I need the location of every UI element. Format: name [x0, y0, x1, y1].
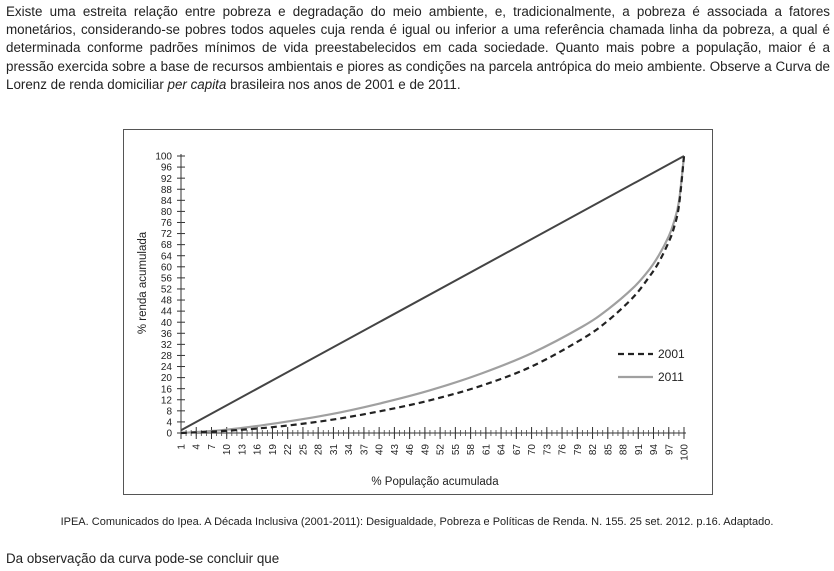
x-tick-label: 19 — [268, 444, 279, 456]
x-tick-label: 22 — [283, 444, 294, 456]
legend-label-2011: 2011 — [658, 370, 684, 384]
x-tick-label: 91 — [634, 444, 645, 456]
x-tick-label: 58 — [466, 444, 477, 456]
x-tick-label: 37 — [359, 444, 370, 456]
intro-text-emphasis: per capita — [167, 76, 227, 92]
x-tick-label: 55 — [451, 444, 462, 456]
intro-text-start: Existe uma estreita relação entre pobrez… — [6, 4, 830, 92]
x-tick-label: 52 — [436, 444, 447, 456]
x-tick-label: 76 — [558, 444, 569, 456]
series-2001-line — [180, 155, 686, 435]
y-tick-label: 96 — [161, 163, 173, 174]
y-tick-label: 60 — [161, 262, 173, 273]
x-tick-label: 85 — [603, 444, 614, 456]
x-tick-label: 64 — [497, 444, 508, 456]
y-tick-label: 32 — [161, 340, 173, 351]
y-tick-label: 76 — [161, 218, 173, 229]
y-tick-label: 92 — [161, 174, 173, 185]
x-axis-ticks: 1 4 7 10 13 16 19 22 25 28 31 34 37 40 43 46 49 52 55 58 61 6… — [177, 427, 691, 461]
x-tick-label: 67 — [512, 444, 523, 456]
x-tick-label: 97 — [664, 444, 675, 456]
x-tick-label: 46 — [405, 444, 416, 456]
x-tick-label: 88 — [619, 444, 630, 456]
x-tick-label: 7 — [207, 444, 218, 450]
x-tick-label: 28 — [314, 444, 325, 456]
x-axis-label: % População acumulada — [371, 476, 499, 488]
y-tick-label: 84 — [161, 196, 173, 207]
x-tick-label: 100 — [680, 444, 691, 461]
x-tick-label: 79 — [573, 444, 584, 456]
question-text: Da observação da curva pode-se concluir … — [6, 551, 280, 566]
x-tick-label: 61 — [481, 444, 492, 456]
intro-text-end: brasileira nos anos de 2001 e de 2011. — [226, 76, 461, 92]
y-tick-label: 64 — [161, 251, 173, 262]
series-2011-line — [180, 155, 686, 435]
y-tick-label: 36 — [161, 329, 173, 340]
intro-paragraph: Existe uma estreita relação entre pobrez… — [6, 3, 830, 94]
y-tick-label: 52 — [161, 285, 173, 296]
chart-series — [180, 155, 686, 435]
y-tick-label: 4 — [166, 418, 172, 429]
chart-legend: 2001 2011 — [618, 347, 685, 384]
x-tick-label: 13 — [237, 444, 248, 456]
x-tick-label: 31 — [329, 444, 340, 456]
y-tick-label: 80 — [161, 207, 173, 218]
y-tick-label: 20 — [161, 373, 173, 384]
y-tick-label: 44 — [161, 307, 173, 318]
y-tick-label: 8 — [166, 406, 172, 417]
x-tick-label: 16 — [253, 444, 264, 456]
x-tick-label: 25 — [298, 444, 309, 456]
x-tick-label: 82 — [588, 444, 599, 456]
x-tick-label: 1 — [177, 444, 188, 450]
y-axis-label: % renda acumulada — [137, 231, 149, 334]
y-tick-label: 100 — [155, 152, 172, 163]
x-tick-label: 4 — [192, 444, 203, 450]
x-tick-label: 73 — [542, 444, 553, 456]
x-tick-label: 94 — [649, 444, 660, 456]
y-tick-label: 12 — [161, 395, 173, 406]
x-tick-label: 70 — [527, 444, 538, 456]
x-tick-label: 40 — [375, 444, 386, 456]
y-tick-label: 88 — [161, 185, 173, 196]
y-tick-label: 68 — [161, 240, 173, 251]
chart-frame — [123, 129, 713, 495]
y-tick-label: 16 — [161, 384, 173, 395]
y-tick-label: 28 — [161, 351, 173, 362]
y-tick-label: 0 — [166, 429, 172, 440]
source-citation: IPEA. Comunicados do Ipea. A Década Incl… — [60, 516, 774, 528]
y-axis-ticks: 0481216202428323640444852566064687276808… — [155, 152, 185, 440]
y-tick-label: 72 — [161, 229, 173, 240]
y-tick-label: 56 — [161, 273, 173, 284]
x-tick-label: 43 — [390, 444, 401, 456]
y-tick-label: 48 — [161, 296, 173, 307]
equality-line — [180, 155, 685, 432]
y-tick-label: 24 — [161, 362, 173, 373]
x-tick-label: 10 — [222, 444, 233, 456]
x-tick-label: 49 — [420, 444, 431, 456]
y-tick-label: 40 — [161, 318, 173, 329]
legend-label-2001: 2001 — [658, 347, 685, 361]
x-tick-label: 34 — [344, 444, 355, 456]
